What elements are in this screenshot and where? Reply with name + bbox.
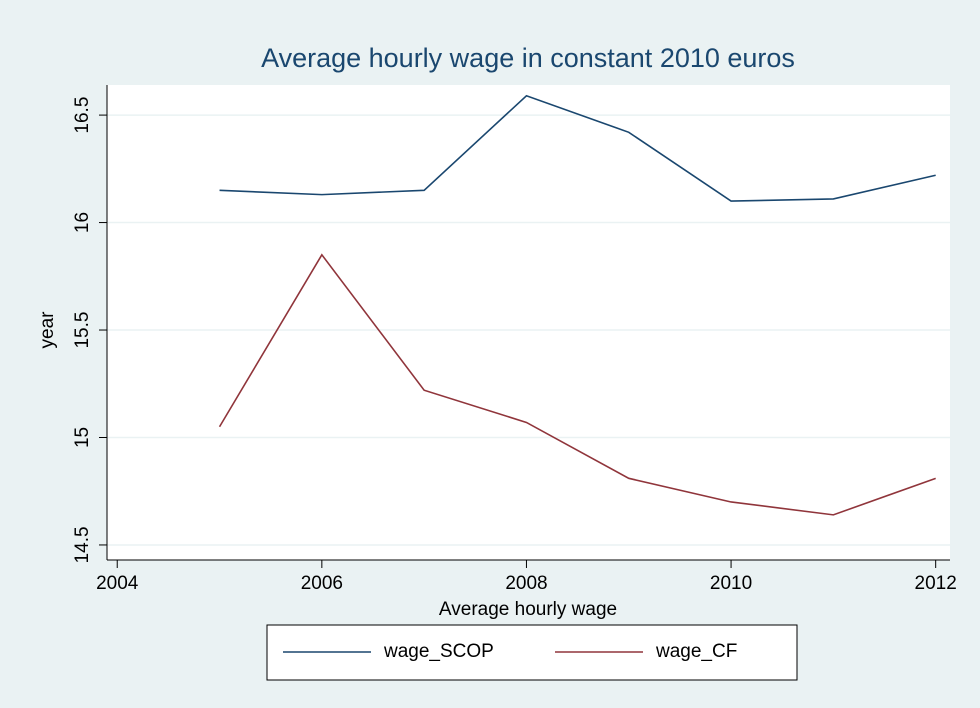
x-tick-label: 2010 bbox=[710, 573, 752, 594]
y-tick-label: 16 bbox=[72, 212, 93, 233]
line-series bbox=[219, 94, 936, 202]
y-tick-label: 15.5 bbox=[72, 312, 93, 349]
line-series bbox=[218, 253, 936, 516]
x-tick-label: 2008 bbox=[505, 573, 547, 594]
y-tick-label: 15 bbox=[72, 427, 93, 448]
y-tick-label: 14.5 bbox=[72, 526, 93, 563]
legend-label: wage_SCOP bbox=[383, 641, 494, 662]
legend-label: wage_CF bbox=[655, 641, 737, 662]
x-tick-label: 2004 bbox=[96, 573, 139, 594]
x-axis-label: Average hourly wage bbox=[439, 599, 617, 620]
chart-title: Average hourly wage in constant 2010 eur… bbox=[261, 43, 795, 73]
y-tick-label: 16.5 bbox=[72, 97, 93, 134]
y-axis-label: year bbox=[37, 311, 58, 349]
plot-area bbox=[107, 85, 950, 560]
x-tick-label: 2006 bbox=[301, 573, 343, 594]
x-tick-label: 2012 bbox=[915, 573, 957, 594]
